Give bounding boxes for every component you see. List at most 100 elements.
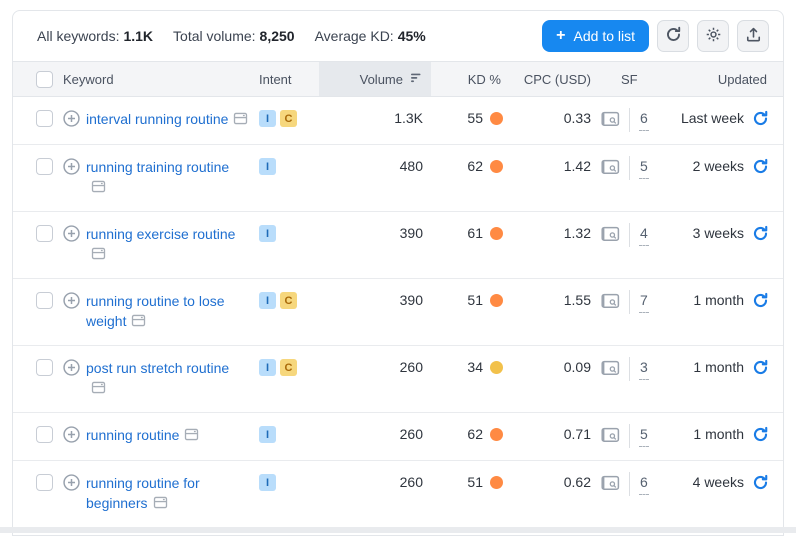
serp-features-cell: 5 — [597, 156, 673, 180]
keyword-link[interactable]: post run stretch routine — [86, 360, 230, 376]
intent-badges: I — [259, 473, 319, 491]
export-button[interactable] — [737, 20, 769, 52]
intent-badge-i: I — [259, 359, 276, 376]
refresh-icon — [665, 26, 682, 46]
row-checkbox[interactable] — [36, 158, 53, 175]
intent-badge-c: C — [280, 110, 297, 127]
cpc-value: 0.62 — [563, 474, 591, 490]
kd-cell: 51 — [431, 473, 505, 492]
update-refresh-icon[interactable] — [752, 158, 769, 175]
average-kd-value: 45% — [397, 28, 426, 44]
sf-count[interactable]: 5 — [639, 158, 649, 179]
update-refresh-icon[interactable] — [752, 359, 769, 376]
all-keywords-value: 1.1K — [123, 28, 154, 44]
serp-preview-icon[interactable] — [601, 360, 620, 379]
intent-badge-c: C — [280, 359, 297, 376]
add-keyword-icon[interactable] — [63, 425, 80, 447]
kd-value: 51 — [467, 474, 483, 490]
update-refresh-icon[interactable] — [752, 292, 769, 309]
sf-count[interactable]: 6 — [639, 474, 649, 495]
update-refresh-icon[interactable] — [752, 110, 769, 127]
sf-divider — [629, 108, 630, 132]
row-checkbox[interactable] — [36, 474, 53, 491]
column-header-sf: SF — [621, 71, 638, 87]
row-checkbox[interactable] — [36, 359, 53, 376]
column-header-volume[interactable]: Volume — [319, 62, 431, 96]
serp-features-window-icon[interactable] — [91, 246, 106, 266]
updated-cell: 4 weeks — [673, 473, 783, 492]
plus-icon: + — [556, 27, 566, 44]
serp-preview-icon[interactable] — [601, 475, 620, 494]
add-keyword-icon[interactable] — [63, 224, 80, 266]
table-row: running routine for beginners I 260 51 0… — [13, 461, 783, 528]
summary-toolbar: All keywords: 1.1K Total volume: 8,250 Ave… — [13, 11, 783, 61]
keyword-link[interactable]: running training routine — [86, 159, 230, 175]
volume-value: 260 — [399, 426, 423, 442]
intent-badges: I — [259, 224, 319, 242]
serp-features-window-icon[interactable] — [153, 495, 168, 515]
kd-cell: 61 — [431, 224, 505, 243]
serp-features-window-icon[interactable] — [91, 380, 106, 400]
add-keyword-icon[interactable] — [63, 291, 80, 333]
sort-descending-icon — [409, 72, 423, 87]
add-keyword-icon[interactable] — [63, 157, 80, 199]
sf-count[interactable]: 6 — [639, 110, 649, 131]
keyword-link[interactable]: interval running routine — [86, 111, 229, 127]
keyword-link[interactable]: running exercise routine — [86, 226, 236, 242]
row-checkbox[interactable] — [36, 292, 53, 309]
sf-count[interactable]: 5 — [639, 426, 649, 447]
serp-features-cell: 7 — [597, 290, 673, 314]
row-checkbox-cell — [13, 473, 63, 491]
update-refresh-icon[interactable] — [752, 225, 769, 242]
update-refresh-icon[interactable] — [752, 426, 769, 443]
serp-preview-icon[interactable] — [601, 293, 620, 312]
row-checkbox[interactable] — [36, 110, 53, 127]
kd-cell: 62 — [431, 157, 505, 176]
serp-preview-icon[interactable] — [601, 159, 620, 178]
serp-preview-icon[interactable] — [601, 111, 620, 130]
kd-difficulty-dot — [490, 294, 503, 307]
add-keyword-icon[interactable] — [63, 358, 80, 400]
updated-cell: 1 month — [673, 358, 783, 377]
add-keyword-icon[interactable] — [63, 473, 80, 515]
kd-value: 62 — [467, 158, 483, 174]
keyword-cell: running routine — [63, 425, 259, 447]
serp-preview-icon[interactable] — [601, 226, 620, 245]
add-keyword-icon[interactable] — [63, 109, 80, 131]
sf-count[interactable]: 7 — [639, 292, 649, 313]
updated-value: 2 weeks — [692, 158, 744, 174]
row-checkbox-cell — [13, 291, 63, 309]
update-refresh-icon[interactable] — [752, 474, 769, 491]
refresh-button[interactable] — [657, 20, 689, 52]
serp-features-window-icon[interactable] — [233, 111, 248, 131]
sf-count[interactable]: 3 — [639, 359, 649, 380]
keyword-link[interactable]: running routine for beginners — [86, 475, 200, 511]
updated-value: 1 month — [693, 359, 744, 375]
column-header-intent: Intent — [259, 71, 292, 87]
row-checkbox[interactable] — [36, 426, 53, 443]
serp-features-cell: 6 — [597, 108, 673, 132]
serp-features-window-icon[interactable] — [131, 313, 146, 333]
keyword-link[interactable]: running routine — [86, 427, 180, 443]
select-all-checkbox[interactable] — [36, 70, 53, 88]
kd-value: 62 — [467, 426, 483, 442]
add-to-list-button[interactable]: + Add to list — [542, 20, 649, 52]
kd-cell: 55 — [431, 109, 505, 128]
row-checkbox-cell — [13, 224, 63, 242]
serp-features-window-icon[interactable] — [91, 179, 106, 199]
settings-button[interactable] — [697, 20, 729, 52]
keyword-cell: running routine for beginners — [63, 473, 259, 515]
updated-cell: Last week — [673, 109, 783, 128]
sf-count[interactable]: 4 — [639, 225, 649, 246]
volume-value: 1.3K — [394, 110, 423, 126]
sf-divider — [629, 472, 630, 496]
cpc-value: 1.42 — [563, 158, 591, 174]
serp-features-window-icon[interactable] — [184, 427, 199, 447]
serp-preview-icon[interactable] — [601, 427, 620, 446]
keyword-link[interactable]: running routine to lose weight — [86, 293, 225, 329]
row-checkbox[interactable] — [36, 225, 53, 242]
